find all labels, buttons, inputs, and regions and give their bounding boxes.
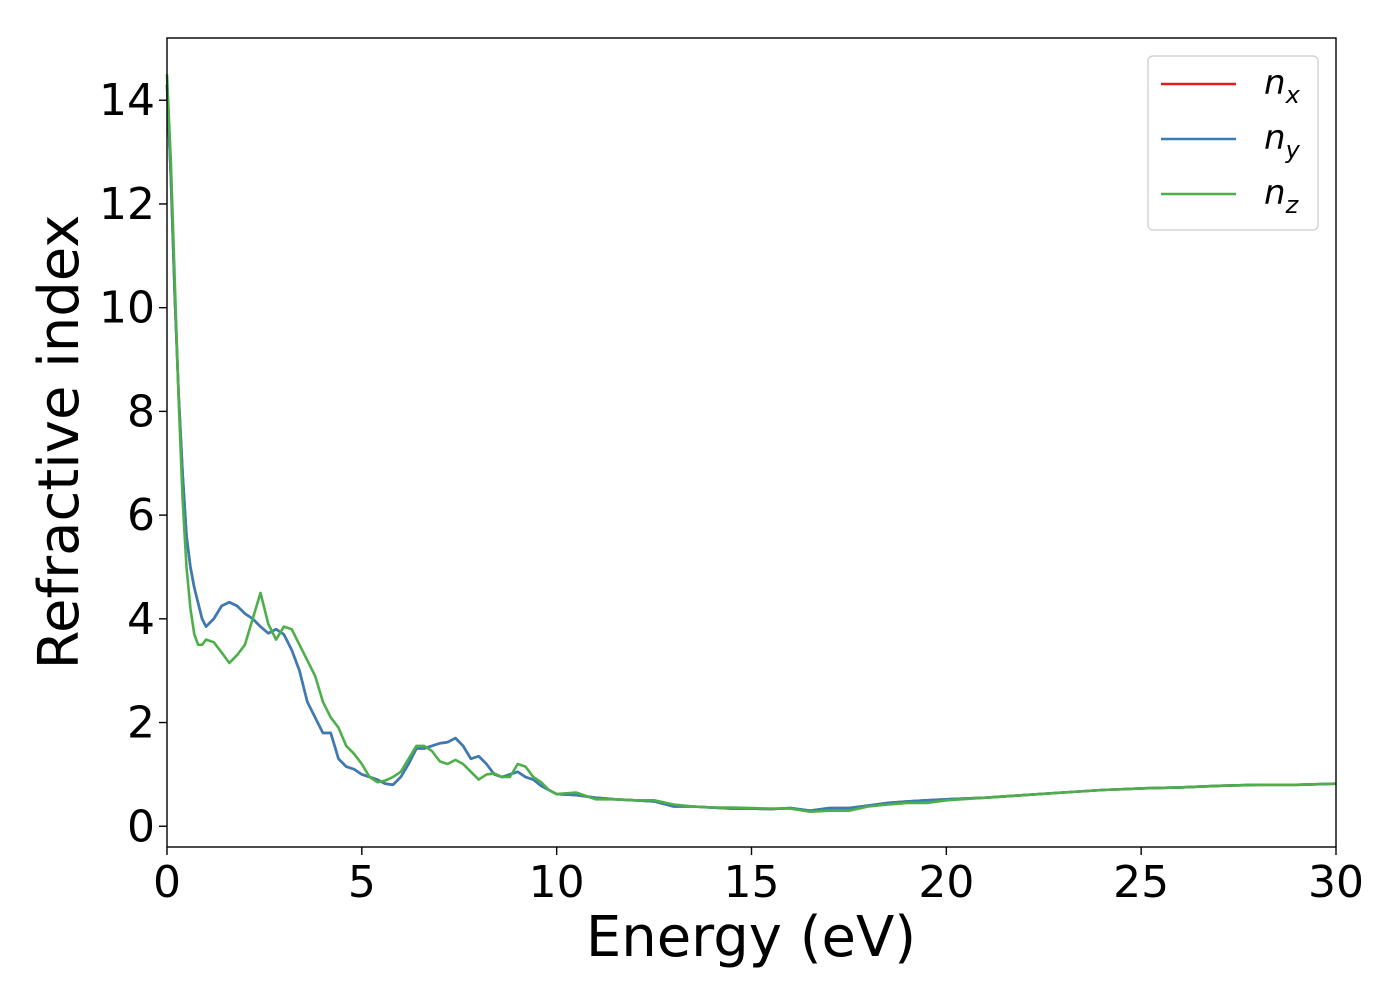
legend-box: [1147, 55, 1319, 231]
y-tick-label: 8: [127, 386, 155, 437]
x-tick-label: 20: [918, 857, 974, 908]
y-tick-label: 14: [99, 75, 155, 126]
y-tick-label: 4: [127, 594, 155, 645]
x-tick-label: 30: [1308, 857, 1364, 908]
legend-label-x: nx: [1264, 63, 1301, 109]
series-line-z: [165, 74, 1337, 813]
series-layer: [165, 74, 1337, 813]
y-tick-label: 12: [99, 179, 155, 230]
y-tick-label: 2: [127, 698, 155, 749]
x-tick-label: 5: [348, 857, 376, 908]
legend-label-z: nz: [1264, 173, 1300, 219]
y-tick-label: 6: [127, 490, 155, 541]
x-axis-title: Energy (eV): [586, 905, 916, 970]
legend: nx ny nz: [1147, 55, 1319, 231]
plot-area: 0 5 10 15 20 25 30 0 2 4 6 8 10 12 14: [99, 37, 1364, 908]
y-tick-label: 10: [99, 283, 155, 334]
x-tick-label: 15: [724, 857, 780, 908]
y-axis-ticks: 0 2 4 6 8 10 12 14: [99, 75, 167, 852]
legend-label-y: ny: [1264, 118, 1301, 164]
x-tick-label: 10: [529, 857, 585, 908]
y-axis-title: Refractive index: [27, 215, 92, 670]
y-tick-label: 0: [127, 801, 155, 852]
x-tick-label: 25: [1113, 857, 1169, 908]
x-tick-label: 0: [153, 857, 181, 908]
x-axis-ticks: 0 5 10 15 20 25 30: [153, 847, 1364, 908]
